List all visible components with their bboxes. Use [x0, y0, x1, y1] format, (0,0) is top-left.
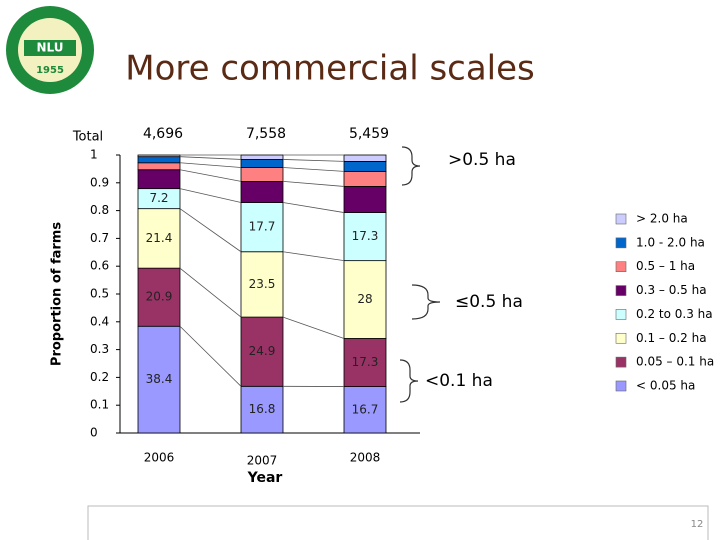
brace: [401, 146, 421, 186]
total-title: Total: [72, 130, 103, 145]
y-tick-label: 0.4: [90, 314, 109, 328]
data-label: 21.4: [146, 231, 173, 245]
data-label: 28: [357, 292, 372, 306]
legend-swatch: [615, 309, 627, 320]
legend-label: 0.05 – 0.1 ha: [636, 355, 714, 369]
bar-segment: [240, 159, 284, 168]
series-line: [179, 156, 242, 160]
y-tick-label: 0.5: [90, 287, 109, 301]
legend-swatch: [615, 285, 627, 296]
bar-segment: [240, 154, 284, 160]
bar-segment: [137, 154, 181, 158]
y-axis-label: Proportion of farms: [50, 222, 65, 366]
x-tick-label: 2008: [350, 451, 381, 465]
y-tick-label: 0.9: [90, 175, 109, 189]
logo: NLU 1955: [6, 6, 94, 94]
bar-segment: [137, 208, 181, 269]
series-line: [282, 251, 345, 262]
y-tick-label: 0.2: [90, 370, 109, 384]
annotation: <0.1 ha: [425, 371, 493, 391]
data-label: 23.5: [249, 277, 276, 291]
y-tick-label: 0.8: [90, 203, 109, 217]
bar-segment: [343, 171, 387, 187]
y-tick-label: 0.7: [90, 231, 109, 245]
series-line: [179, 325, 242, 387]
brace: [399, 359, 419, 403]
page-number: 12: [691, 519, 704, 530]
x-axis-label: Year: [247, 470, 283, 486]
total-label: 7,558: [246, 126, 286, 142]
annotation: ≤0.5 ha: [455, 292, 523, 312]
data-label: 17.3: [352, 355, 379, 369]
legend-swatch: [615, 213, 627, 225]
legend-label: 0.1 – 0.2 ha: [636, 331, 707, 345]
logo-year: 1955: [36, 65, 64, 76]
data-label: 17.3: [352, 229, 379, 243]
series-line: [179, 162, 242, 168]
bar-segment: [137, 162, 181, 171]
logo-text: NLU: [36, 41, 63, 55]
x-tick-label: 2006: [144, 451, 175, 465]
series-line: [282, 167, 345, 172]
bar-segment: [137, 156, 181, 164]
series-line: [282, 159, 345, 162]
y-tick-label: 0: [90, 426, 98, 440]
total-label: 4,696: [143, 126, 183, 142]
y-tick-label: 0.3: [90, 342, 109, 356]
bar-segment: [343, 160, 387, 172]
series-line: [179, 267, 242, 318]
data-label: 17.7: [249, 220, 276, 234]
legend-swatch: [615, 332, 627, 344]
y-tick-label: 1: [90, 148, 98, 162]
series-line: [282, 202, 345, 213]
legend-swatch: [615, 237, 627, 249]
footer-box: [87, 505, 709, 540]
legend-swatch: [615, 356, 627, 368]
data-label: 16.7: [352, 402, 379, 416]
bar-segment: [343, 338, 387, 387]
legend-swatch: [615, 261, 627, 273]
bar-segment: [137, 267, 181, 327]
series-line: [179, 208, 242, 253]
slide-title: More commercial scales: [125, 49, 535, 89]
legend-label: 0.5 – 1 ha: [636, 259, 695, 273]
y-tick-label: 0.6: [90, 259, 109, 273]
series-line: [179, 169, 242, 182]
data-label: 7.2: [149, 191, 168, 205]
bar-segment: [240, 167, 284, 182]
bar-segment: [240, 316, 284, 387]
legend-swatch: [615, 380, 627, 392]
legend-label: < 0.05 ha: [636, 379, 695, 393]
y-tick-label: 0.1: [90, 398, 109, 412]
total-label: 5,459: [349, 126, 389, 142]
data-label: 20.9: [146, 290, 173, 304]
series-line: [179, 188, 242, 203]
logo-band: [24, 40, 76, 56]
chart: 0 0.1 0.2 0.3 0.4 0.5 0.6 0.7 0.8 0.9 1 38.4 16.8 16.…: [90, 126, 714, 468]
annotation: >0.5 ha: [448, 150, 516, 170]
data-label: 16.8: [249, 402, 276, 416]
series-line: [282, 181, 345, 187]
bar-segment: [343, 260, 387, 339]
bar-segment: [343, 154, 387, 162]
bar-segment: [240, 181, 284, 203]
legend-label: 0.2 to 0.3 ha: [636, 307, 713, 321]
bar-segment: [343, 186, 387, 213]
series-line: [282, 316, 345, 339]
x-tick-label: 2007: [247, 454, 278, 468]
data-label: 24.9: [249, 344, 276, 358]
bar-segment: [240, 202, 284, 253]
brace: [411, 284, 441, 320]
data-label: 38.4: [146, 372, 173, 386]
legend-label: > 2.0 ha: [636, 212, 688, 226]
legend-label: 1.0 - 2.0 ha: [636, 235, 705, 249]
legend-label: 0.3 – 0.5 ha: [636, 283, 707, 297]
bar-segment: [137, 169, 181, 190]
bar-segment: [240, 251, 284, 318]
